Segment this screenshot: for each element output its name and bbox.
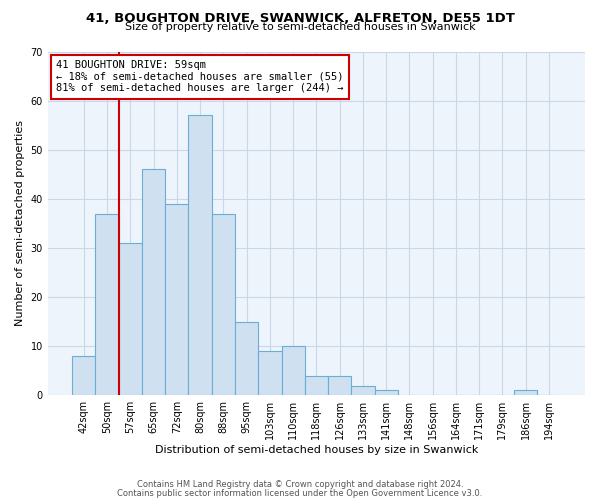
Bar <box>374 390 398 396</box>
Bar <box>95 214 119 396</box>
Text: 41 BOUGHTON DRIVE: 59sqm
← 18% of semi-detached houses are smaller (55)
81% of s: 41 BOUGHTON DRIVE: 59sqm ← 18% of semi-d… <box>56 60 343 94</box>
Bar <box>305 376 328 396</box>
Bar <box>165 204 188 396</box>
Y-axis label: Number of semi-detached properties: Number of semi-detached properties <box>15 120 25 326</box>
Bar <box>328 376 351 396</box>
Bar <box>351 386 374 396</box>
Bar <box>514 390 538 396</box>
Bar <box>142 170 165 396</box>
Bar <box>119 243 142 396</box>
Bar <box>72 356 95 396</box>
Bar <box>188 116 212 396</box>
Bar <box>212 214 235 396</box>
Text: Size of property relative to semi-detached houses in Swanwick: Size of property relative to semi-detach… <box>125 22 475 32</box>
Text: 41, BOUGHTON DRIVE, SWANWICK, ALFRETON, DE55 1DT: 41, BOUGHTON DRIVE, SWANWICK, ALFRETON, … <box>86 12 514 26</box>
Text: Contains public sector information licensed under the Open Government Licence v3: Contains public sector information licen… <box>118 488 482 498</box>
Text: Contains HM Land Registry data © Crown copyright and database right 2024.: Contains HM Land Registry data © Crown c… <box>137 480 463 489</box>
X-axis label: Distribution of semi-detached houses by size in Swanwick: Distribution of semi-detached houses by … <box>155 445 478 455</box>
Bar <box>281 346 305 396</box>
Bar <box>258 351 281 396</box>
Bar <box>235 322 258 396</box>
